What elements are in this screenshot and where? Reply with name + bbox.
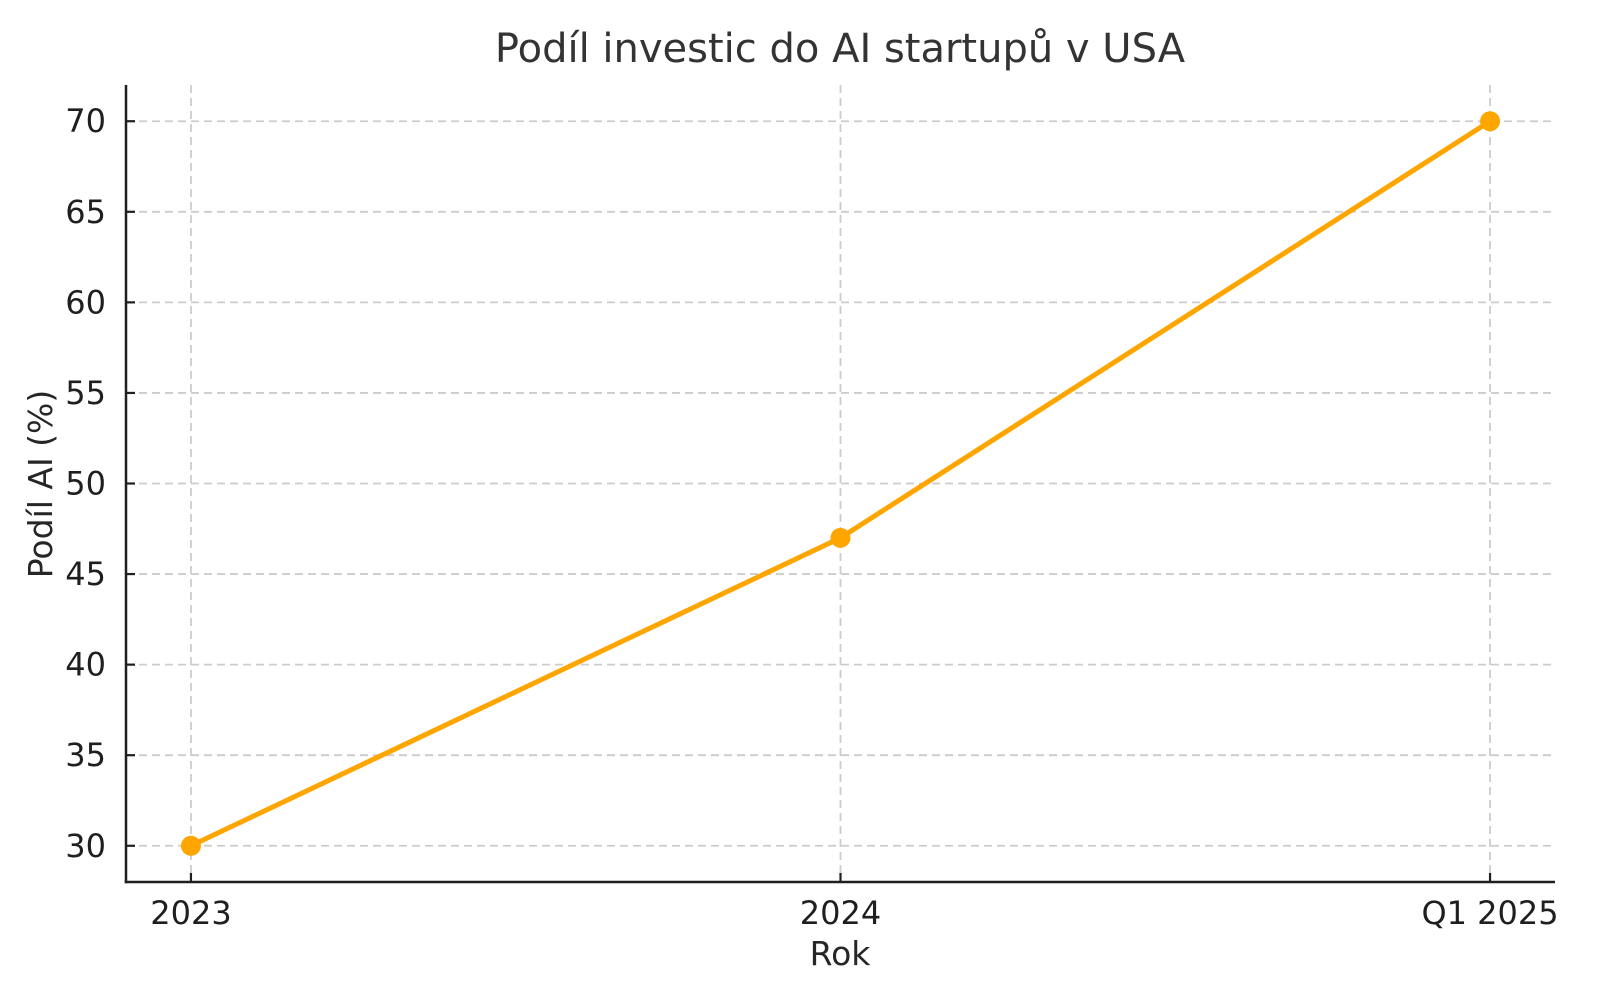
data-point-marker — [830, 527, 851, 548]
y-tick-label: 60 — [65, 283, 106, 321]
y-tick-label: 55 — [65, 374, 106, 412]
chart-title: Podíl investic do AI startupů v USA — [495, 26, 1186, 72]
data-point-marker — [180, 835, 201, 856]
x-tick-label: Q1 2025 — [1421, 894, 1558, 932]
axes-layer — [124, 85, 1555, 884]
y-axis-label: Podíl AI (%) — [21, 390, 60, 579]
x-tick-label: 2024 — [800, 894, 881, 932]
x-tick-label: 2023 — [150, 894, 231, 932]
y-tick-label: 50 — [65, 465, 106, 503]
y-tick-label: 45 — [65, 555, 106, 593]
tick-label-layer: 30 35 40 45 50 55 60 65 70 2023 2024 Q1 2025 — [65, 102, 1558, 932]
y-tick-label: 30 — [65, 827, 106, 865]
y-tick-label: 35 — [65, 736, 106, 774]
y-tick-label: 40 — [65, 646, 106, 684]
y-tick-label: 65 — [65, 193, 106, 231]
data-point-marker — [1480, 111, 1501, 132]
grid-layer — [126, 85, 1555, 882]
data-series-layer — [180, 111, 1501, 856]
y-tick-label: 70 — [65, 102, 106, 140]
x-axis-label: Rok — [810, 934, 872, 973]
